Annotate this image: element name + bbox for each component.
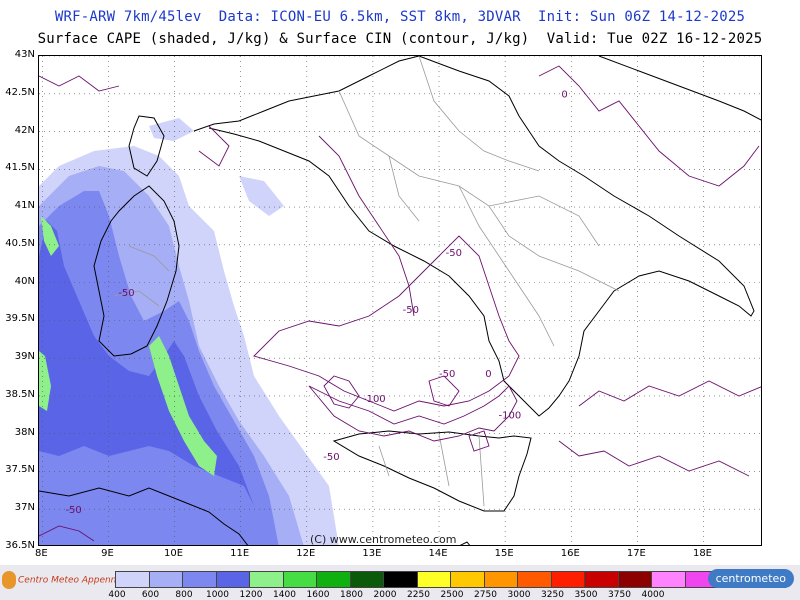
cin-contour-labels: -50 -50 -50 -50 -100 -100 -50 0 0 -50 — [65, 90, 567, 516]
cape-1200-area-west — [39, 351, 51, 411]
cape-tick-label: 800 — [175, 590, 193, 600]
cape-color-swatch — [550, 571, 585, 588]
cape-tick-label: 2250 — [407, 590, 430, 600]
lon-tick-label: 14E — [428, 548, 448, 559]
map-panel: -50 -50 -50 -50 -100 -100 -50 0 0 -50 — [38, 55, 762, 546]
cape-color-swatch — [282, 571, 317, 588]
cape-color-swatch — [416, 571, 451, 588]
cape-color-swatch — [249, 571, 284, 588]
cape-tick-label: 1800 — [340, 590, 363, 600]
cape-1200-area-tyrrhenian — [149, 336, 217, 476]
cape-color-swatch — [651, 571, 686, 588]
legend-bar: Centro Meteo Appenninico 400 600 800 1000 12… — [0, 565, 800, 600]
cape-color-swatch — [450, 571, 485, 588]
tunisia-coast — [39, 487, 249, 545]
cape-1200-area-sardinia — [41, 216, 59, 256]
lat-tick-label: 43N — [14, 49, 35, 60]
lat-tick-label: 39.5N — [5, 313, 35, 325]
lon-tick-label: 12E — [296, 548, 316, 559]
lat-tick-label: 37.5N — [5, 464, 35, 476]
cape-color-swatch — [383, 571, 418, 588]
cin-contour-label: -50 — [446, 248, 462, 259]
cape-tick-label: 1600 — [306, 590, 330, 600]
lat-tick-label: 41.5N — [5, 162, 35, 174]
map-title-line-2: Surface CAPE (shaded, J/kg) & Surface CI… — [37, 31, 763, 47]
lat-tick-label: 39N — [14, 351, 35, 363]
cape-tick-label: 1200 — [239, 590, 263, 600]
cape-color-scale — [115, 571, 786, 588]
cape-color-swatch — [584, 571, 619, 588]
corsica-coast — [128, 115, 165, 177]
cape-tick-label: 1000 — [206, 590, 229, 600]
cin-contour-label: 0 — [561, 90, 567, 101]
lat-tick-label: 36.5N — [5, 540, 35, 551]
cin-contours — [39, 65, 761, 542]
cape-tick-label: 400 — [108, 590, 126, 600]
sicily-coast — [332, 430, 532, 512]
map-title-line-1: WRF-ARW 7km/45lev Data: ICON-EU 6.5km, S… — [54, 9, 746, 25]
lon-tick-label: 9E — [101, 548, 114, 559]
copyright-text: (C) www.centrometeo.com — [310, 533, 457, 546]
map-canvas: -50 -50 -50 -50 -100 -100 -50 0 0 -50 — [39, 56, 761, 545]
lat-tick-label: 38.5N — [5, 388, 35, 400]
lon-tick-label: 17E — [626, 548, 646, 559]
cape-400-patch-east — [239, 176, 284, 216]
cape-400-patch-north — [149, 118, 194, 141]
logo-left-text: Centro Meteo Appenninico — [18, 575, 138, 586]
cin-contour-label: -50 — [118, 288, 134, 299]
lat-tick-label: 38N — [14, 426, 35, 438]
cape-color-swatch — [349, 571, 384, 588]
lon-tick-label: 11E — [230, 548, 250, 559]
cape-color-swatch — [617, 571, 652, 588]
cape-color-swatch — [115, 571, 150, 588]
cin-contour-label: 0 — [485, 369, 491, 380]
cape-tick-label: 600 — [141, 590, 160, 600]
balkan-coast — [598, 56, 761, 121]
malta-coast — [459, 541, 471, 545]
cape-tick-label: 2750 — [474, 590, 497, 600]
cape-tick-label: 3000 — [507, 590, 531, 600]
cape-tick-label: 3500 — [574, 590, 598, 600]
cape-color-swatch — [316, 571, 351, 588]
cape-shading — [39, 118, 339, 545]
lat-tick-label: 40.5N — [5, 237, 35, 249]
cin-contour-label: -50 — [65, 505, 81, 516]
lon-tick-label: 16E — [560, 548, 580, 559]
lat-tick-label: 37N — [14, 502, 35, 514]
cin-contour-label: -100 — [363, 394, 386, 405]
cape-color-swatch — [215, 571, 250, 588]
logo-badge-icon — [2, 571, 16, 589]
cin-contour-label: -50 — [323, 452, 339, 463]
cape-color-swatch — [182, 571, 217, 588]
cape-color-swatch — [483, 571, 518, 588]
cape-color-swatch — [148, 571, 183, 588]
lat-tick-label: 42.5N — [5, 86, 35, 98]
cape-tick-label: 4000 — [641, 590, 665, 600]
cape-tick-label: 2500 — [440, 590, 464, 600]
cape-tick-label: 2000 — [373, 590, 397, 600]
cape-tick-label: 1400 — [273, 590, 296, 600]
lat-tick-label: 41N — [14, 200, 35, 212]
cin-contour-label: -50 — [439, 369, 455, 380]
centro-meteo-logo: Centro Meteo Appenninico — [2, 571, 138, 589]
lon-tick-label: 10E — [164, 548, 184, 559]
lon-tick-label: 15E — [494, 548, 514, 559]
cape-color-swatch — [517, 571, 552, 588]
cape-tick-label: 3750 — [608, 590, 631, 600]
lon-tick-label: 8E — [34, 548, 48, 559]
lat-tick-label: 42N — [14, 124, 35, 136]
cin-contour-label: -50 — [403, 305, 419, 316]
province-borders — [113, 56, 620, 507]
italian-peninsula-coast — [193, 56, 755, 417]
lon-tick-label: 18E — [692, 548, 712, 559]
coastlines — [39, 56, 761, 545]
cape-tick-label: 3250 — [541, 590, 564, 600]
sardinia-coast — [93, 185, 180, 357]
lat-tick-label: 40N — [14, 275, 35, 287]
centrometeo-logo: centrometeo — [707, 569, 794, 588]
lon-tick-label: 13E — [362, 548, 382, 559]
cin-contour-label: -100 — [499, 411, 522, 422]
